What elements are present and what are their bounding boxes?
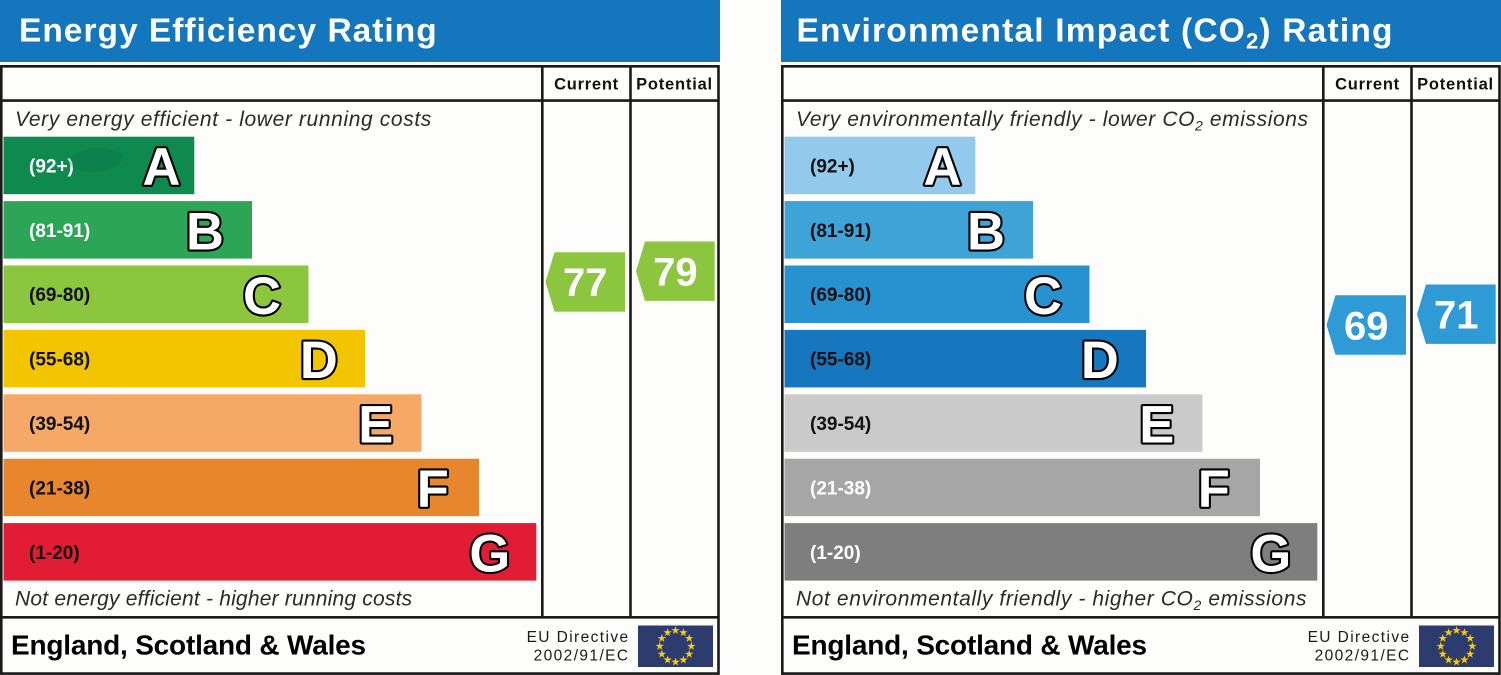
svg-text:77: 77 (563, 261, 608, 305)
svg-text:B: B (186, 202, 224, 261)
svg-text:Potential: Potential (636, 76, 713, 94)
svg-text:EU Directive: EU Directive (527, 629, 630, 646)
svg-text:(39-54): (39-54) (29, 414, 90, 435)
svg-text:(81-91): (81-91) (810, 221, 871, 242)
svg-text:(21-38): (21-38) (29, 478, 90, 499)
svg-text:England, Scotland & Wales: England, Scotland & Wales (11, 630, 366, 661)
svg-text:E: E (358, 396, 393, 455)
svg-text:F: F (1198, 460, 1230, 519)
svg-text:F: F (417, 460, 449, 519)
svg-text:C: C (1024, 267, 1062, 326)
svg-text:A: A (924, 138, 962, 197)
svg-text:G: G (469, 524, 510, 583)
svg-text:79: 79 (653, 251, 698, 295)
svg-text:(55-68): (55-68) (810, 350, 871, 371)
svg-text:Very environmentally friendly: Very environmentally friendly - lower CO… (796, 108, 1309, 134)
svg-text:(69-80): (69-80) (29, 285, 90, 306)
svg-text:E: E (1139, 396, 1174, 455)
svg-text:(92+): (92+) (810, 156, 855, 177)
svg-text:71: 71 (1434, 294, 1479, 338)
svg-text:Not environmentally friendly -: Not environmentally friendly - higher CO… (796, 588, 1307, 614)
svg-text:D: D (300, 331, 338, 390)
svg-text:Very energy efficient - lower: Very energy efficient - lower running co… (15, 108, 432, 131)
svg-text:G: G (1250, 524, 1291, 583)
svg-text:(1-20): (1-20) (810, 543, 861, 564)
svg-text:(69-80): (69-80) (810, 285, 871, 306)
svg-text:Not energy efficient - higher: Not energy efficient - higher running co… (15, 588, 413, 611)
svg-text:Potential: Potential (1417, 76, 1494, 94)
svg-text:69: 69 (1344, 304, 1389, 348)
svg-text:(92+): (92+) (29, 156, 74, 177)
svg-text:D: D (1081, 331, 1119, 390)
svg-text:C: C (243, 267, 281, 326)
svg-text:(81-91): (81-91) (29, 221, 90, 242)
svg-text:(21-38): (21-38) (810, 478, 871, 499)
svg-text:Current: Current (554, 76, 619, 94)
svg-text:2002/91/EC: 2002/91/EC (1315, 648, 1411, 665)
svg-text:(39-54): (39-54) (810, 414, 871, 435)
svg-text:A: A (143, 138, 181, 197)
svg-text:(55-68): (55-68) (29, 350, 90, 371)
svg-text:Energy Efficiency Rating: Energy Efficiency Rating (19, 13, 438, 50)
svg-text:EU Directive: EU Directive (1308, 629, 1411, 646)
svg-text:B: B (967, 202, 1005, 261)
svg-text:England, Scotland & Wales: England, Scotland & Wales (792, 630, 1147, 661)
svg-text:Environmental Impact (CO2) Rat: Environmental Impact (CO2) Rating (797, 13, 1394, 54)
svg-text:Current: Current (1335, 76, 1400, 94)
svg-text:2002/91/EC: 2002/91/EC (534, 648, 630, 665)
svg-text:(1-20): (1-20) (29, 543, 80, 564)
